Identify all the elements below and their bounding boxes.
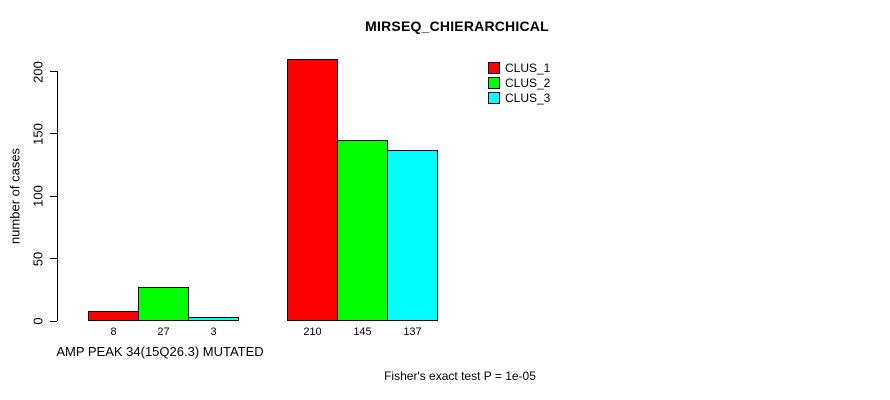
y-tick-mark	[50, 258, 57, 260]
y-tick-label: 200	[30, 60, 46, 83]
bar-clus_1	[287, 59, 338, 321]
legend-label: CLUS_2	[505, 75, 551, 90]
bar-clus_2	[138, 287, 189, 321]
legend-row: CLUS_2	[488, 75, 550, 90]
y-tick-label: 50	[30, 251, 46, 266]
legend-swatch-icon	[488, 91, 500, 104]
legend-swatch-icon	[488, 76, 500, 89]
y-axis-title: number of cases	[7, 147, 23, 245]
y-tick-label: 150	[30, 123, 46, 145]
bar-clus_2	[337, 140, 388, 321]
stat-annotation: Fisher's exact test P = 1e-05	[384, 369, 536, 383]
y-tick-label: 0	[30, 317, 46, 325]
bar-value-label: 137	[403, 326, 422, 338]
legend: CLUS_1 CLUS_2 CLUS_3	[488, 60, 550, 105]
bar-value-label: 210	[303, 326, 322, 338]
bar-value-label: 3	[210, 326, 217, 338]
legend-row: CLUS_1	[488, 60, 550, 75]
bar-value-label: 27	[157, 326, 170, 338]
legend-label: CLUS_1	[505, 60, 551, 75]
legend-label: CLUS_3	[505, 90, 551, 105]
bar-value-label: 145	[353, 326, 372, 338]
y-axis-line	[57, 71, 58, 321]
x-group-label: AMP PEAK 34(15Q26.3) MUTATED	[56, 344, 264, 359]
y-tick-label: 100	[30, 185, 46, 208]
bar-value-label: 8	[110, 326, 117, 338]
legend-swatch-icon	[488, 61, 500, 74]
bar-clus_3	[188, 317, 239, 321]
y-tick-mark	[50, 320, 57, 322]
y-tick-mark	[50, 195, 57, 197]
chart-title: MIRSEQ_CHIERARCHICAL	[365, 18, 549, 34]
bar-clus_3	[387, 150, 438, 321]
y-tick-mark	[50, 133, 57, 135]
bar-clus_1	[88, 311, 139, 321]
y-tick-mark	[50, 71, 57, 72]
legend-row: CLUS_3	[488, 90, 550, 105]
